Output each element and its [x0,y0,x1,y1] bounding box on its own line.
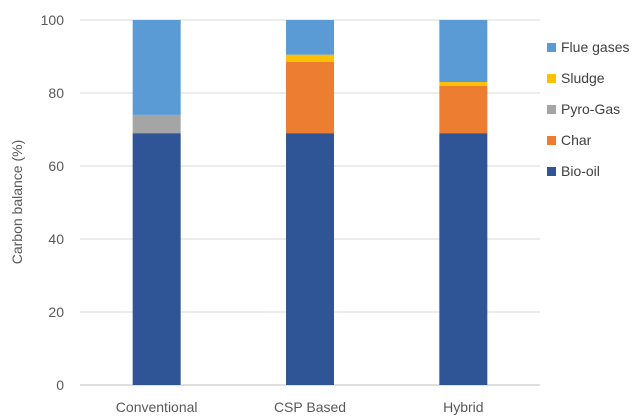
bar-segment [439,82,488,86]
legend-label: Char [561,132,592,148]
y-tick-label: 0 [56,377,64,393]
x-tick-label: Hybrid [443,399,483,415]
bar-segment [286,20,334,55]
y-tick-label: 40 [48,231,64,247]
legend-swatch [547,136,556,145]
legend-swatch [547,74,556,83]
bar-segment [286,54,334,62]
legend: Flue gases Sludge Pyro-Gas Char Bio-oil [547,39,629,179]
bar-segment [286,133,334,385]
bar-segment [439,20,488,83]
bar-segment [132,114,181,134]
legend-label: Pyro-Gas [561,101,620,117]
legend-swatch [547,105,556,114]
y-tick-label: 100 [41,12,65,28]
legend-swatch [547,43,556,52]
x-tick-label: CSP Based [274,399,346,415]
bar-segment [132,20,181,115]
bar-segment [132,133,181,385]
y-axis-title: Carbon balance (%) [9,140,25,265]
y-tick-label: 60 [48,158,64,174]
y-tick-label: 80 [48,85,64,101]
legend-label: Sludge [561,70,605,86]
legend-label: Bio-oil [561,163,600,179]
legend-swatch [547,167,556,176]
y-tick-label: 20 [48,304,64,320]
x-axis-ticks: Conventional CSP Based Hybrid [116,399,484,415]
bar-segment [286,61,334,134]
bar-segment [439,85,488,134]
bar-segment [439,133,488,385]
x-tick-label: Conventional [116,399,198,415]
y-axis-ticks: 0 20 40 60 80 100 [41,12,65,393]
legend-label: Flue gases [561,39,629,55]
bars [132,20,488,385]
